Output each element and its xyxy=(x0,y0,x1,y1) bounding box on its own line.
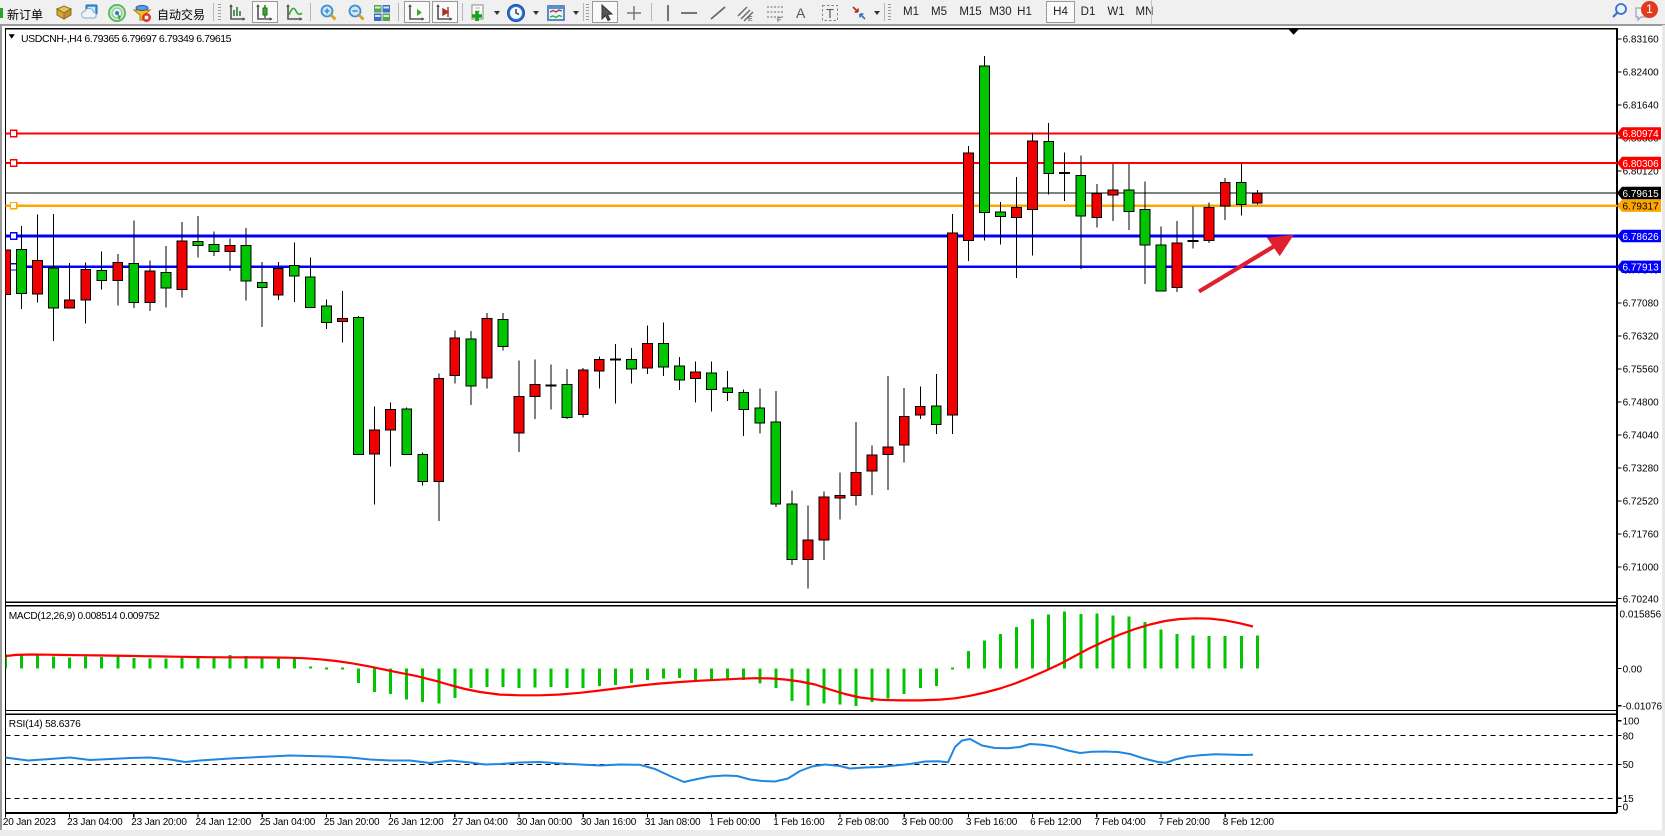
svg-text:0.015856: 0.015856 xyxy=(1620,609,1662,620)
svg-text:6.71000: 6.71000 xyxy=(1623,563,1660,574)
svg-text:8 Feb 12:00: 8 Feb 12:00 xyxy=(1223,817,1275,828)
svg-text:30 Jan 00:00: 30 Jan 00:00 xyxy=(517,817,573,828)
svg-text:0.00: 0.00 xyxy=(1623,664,1643,675)
svg-text:24 Jan 12:00: 24 Jan 12:00 xyxy=(196,817,252,828)
svg-text:6 Feb 12:00: 6 Feb 12:00 xyxy=(1030,817,1082,828)
svg-text:MACD(12,26,9) 0.008514 0.00975: MACD(12,26,9) 0.008514 0.009752 xyxy=(9,611,160,622)
svg-text:T: T xyxy=(826,6,834,21)
svg-text:50: 50 xyxy=(1623,760,1635,771)
svg-text:6.75560: 6.75560 xyxy=(1623,365,1660,376)
svg-text:A: A xyxy=(796,5,806,21)
svg-text:100: 100 xyxy=(1623,717,1640,728)
svg-text:3 Feb 00:00: 3 Feb 00:00 xyxy=(902,817,954,828)
svg-text:F: F xyxy=(777,17,781,23)
svg-text:-0.01076: -0.01076 xyxy=(1623,702,1663,713)
svg-text:6.79365 6.79697 6.79349 6.7961: 6.79365 6.79697 6.79349 6.79615 xyxy=(84,33,231,45)
svg-text:25 Jan 20:00: 25 Jan 20:00 xyxy=(324,817,380,828)
svg-text:3 Feb 16:00: 3 Feb 16:00 xyxy=(966,817,1018,828)
svg-text:6.70240: 6.70240 xyxy=(1623,594,1660,605)
svg-text:6.80120: 6.80120 xyxy=(1623,167,1660,178)
svg-text:6.83160: 6.83160 xyxy=(1623,35,1660,46)
svg-text:7 Feb 20:00: 7 Feb 20:00 xyxy=(1159,817,1211,828)
svg-text:6.74800: 6.74800 xyxy=(1623,398,1660,409)
svg-text:E: E xyxy=(748,16,753,23)
svg-text:26 Jan 12:00: 26 Jan 12:00 xyxy=(388,817,444,828)
svg-text:6.80974: 6.80974 xyxy=(1623,129,1660,140)
svg-text:RSI(14) 58.6376: RSI(14) 58.6376 xyxy=(9,719,81,730)
svg-text:31 Jan 08:00: 31 Jan 08:00 xyxy=(645,817,701,828)
svg-text:2 Feb 08:00: 2 Feb 08:00 xyxy=(838,817,890,828)
svg-text:6.73280: 6.73280 xyxy=(1623,464,1660,475)
svg-text:6.72520: 6.72520 xyxy=(1623,497,1660,508)
svg-text:1 Feb 00:00: 1 Feb 00:00 xyxy=(709,817,761,828)
svg-text:6.82400: 6.82400 xyxy=(1623,68,1660,79)
svg-text:6.71760: 6.71760 xyxy=(1623,530,1660,541)
svg-text:23 Jan 04:00: 23 Jan 04:00 xyxy=(67,817,123,828)
svg-text:7 Feb 04:00: 7 Feb 04:00 xyxy=(1094,817,1146,828)
svg-text:30 Jan 16:00: 30 Jan 16:00 xyxy=(581,817,637,828)
svg-text:23 Jan 20:00: 23 Jan 20:00 xyxy=(131,817,187,828)
svg-text:6.74040: 6.74040 xyxy=(1623,431,1660,442)
svg-text:6.76320: 6.76320 xyxy=(1623,332,1660,343)
svg-text:0: 0 xyxy=(1623,802,1629,813)
svg-text:6.79317: 6.79317 xyxy=(1623,202,1660,213)
svg-text:20 Jan 2023: 20 Jan 2023 xyxy=(3,817,56,828)
svg-text:80: 80 xyxy=(1623,731,1635,742)
svg-text:6.78626: 6.78626 xyxy=(1623,232,1660,243)
svg-text:USDCNH-,H4: USDCNH-,H4 xyxy=(21,33,82,45)
svg-text:6.81640: 6.81640 xyxy=(1623,101,1660,112)
svg-text:15: 15 xyxy=(1623,794,1635,805)
svg-text:27 Jan 04:00: 27 Jan 04:00 xyxy=(452,817,508,828)
svg-text:1 Feb 16:00: 1 Feb 16:00 xyxy=(773,817,825,828)
svg-text:6.79615: 6.79615 xyxy=(1623,189,1660,200)
svg-text:6.77913: 6.77913 xyxy=(1623,263,1660,274)
svg-text:6.80306: 6.80306 xyxy=(1623,159,1660,170)
svg-text:25 Jan 04:00: 25 Jan 04:00 xyxy=(260,817,316,828)
svg-text:6.77080: 6.77080 xyxy=(1623,299,1660,310)
